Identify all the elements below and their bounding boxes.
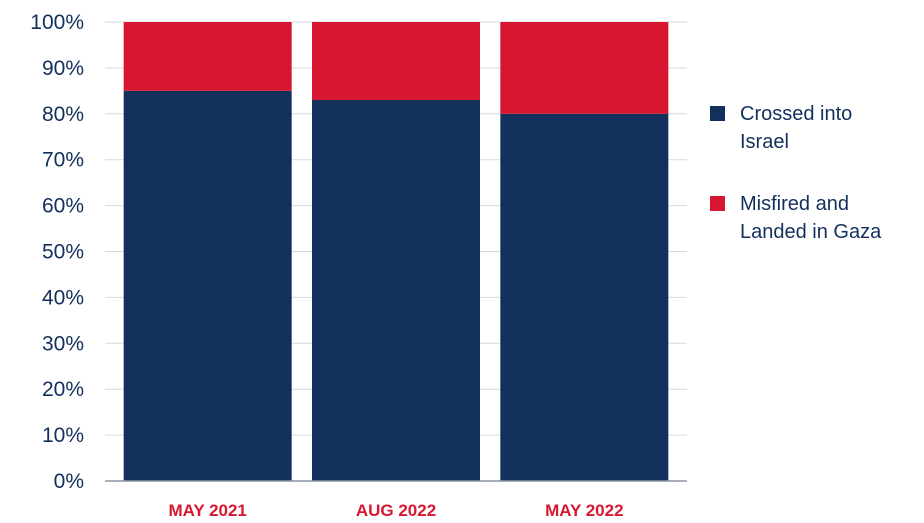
bar-segment-misfired	[123, 22, 292, 91]
legend-item: Crossed into Israel	[710, 103, 852, 153]
y-tick-label: 70%	[42, 149, 84, 172]
y-tick-label: 100%	[30, 11, 84, 34]
legend-label: Israel	[740, 131, 789, 153]
axes: 0% 10% 20% 30% 40% 50% 60% 70% 80% 90% 100% MAY 202…	[30, 11, 687, 520]
bar-segment-crossed	[123, 90, 292, 481]
legend-swatch	[710, 196, 725, 211]
bar-segment-misfired	[500, 22, 669, 114]
y-tick-label: 80%	[42, 103, 84, 126]
legend-label: Crossed into	[740, 103, 852, 125]
y-tick-label: 0%	[54, 470, 84, 493]
legend-item: Misfired and Landed in Gaza	[710, 193, 882, 243]
bar-segment-misfired	[312, 22, 480, 101]
legend: Crossed into Israel Misfired and Landed in …	[710, 103, 882, 243]
y-tick-label: 20%	[42, 378, 84, 401]
legend-label: Landed in Gaza	[740, 221, 882, 243]
legend-swatch	[710, 106, 725, 121]
x-category-label: MAY 2021	[168, 501, 246, 520]
y-tick-label: 10%	[42, 424, 84, 447]
bar-segment-crossed	[500, 113, 669, 482]
y-tick-label: 30%	[42, 332, 84, 355]
bar-segment-crossed	[312, 100, 480, 481]
y-tick-label: 90%	[42, 57, 84, 80]
bars	[123, 22, 669, 482]
legend-label: Misfired and	[740, 193, 849, 215]
y-tick-label: 50%	[42, 241, 84, 264]
y-tick-label: 60%	[42, 195, 84, 218]
y-tick-label: 40%	[42, 286, 84, 309]
x-category-label: AUG 2022	[356, 501, 436, 520]
x-category-label: MAY 2022	[545, 501, 623, 520]
